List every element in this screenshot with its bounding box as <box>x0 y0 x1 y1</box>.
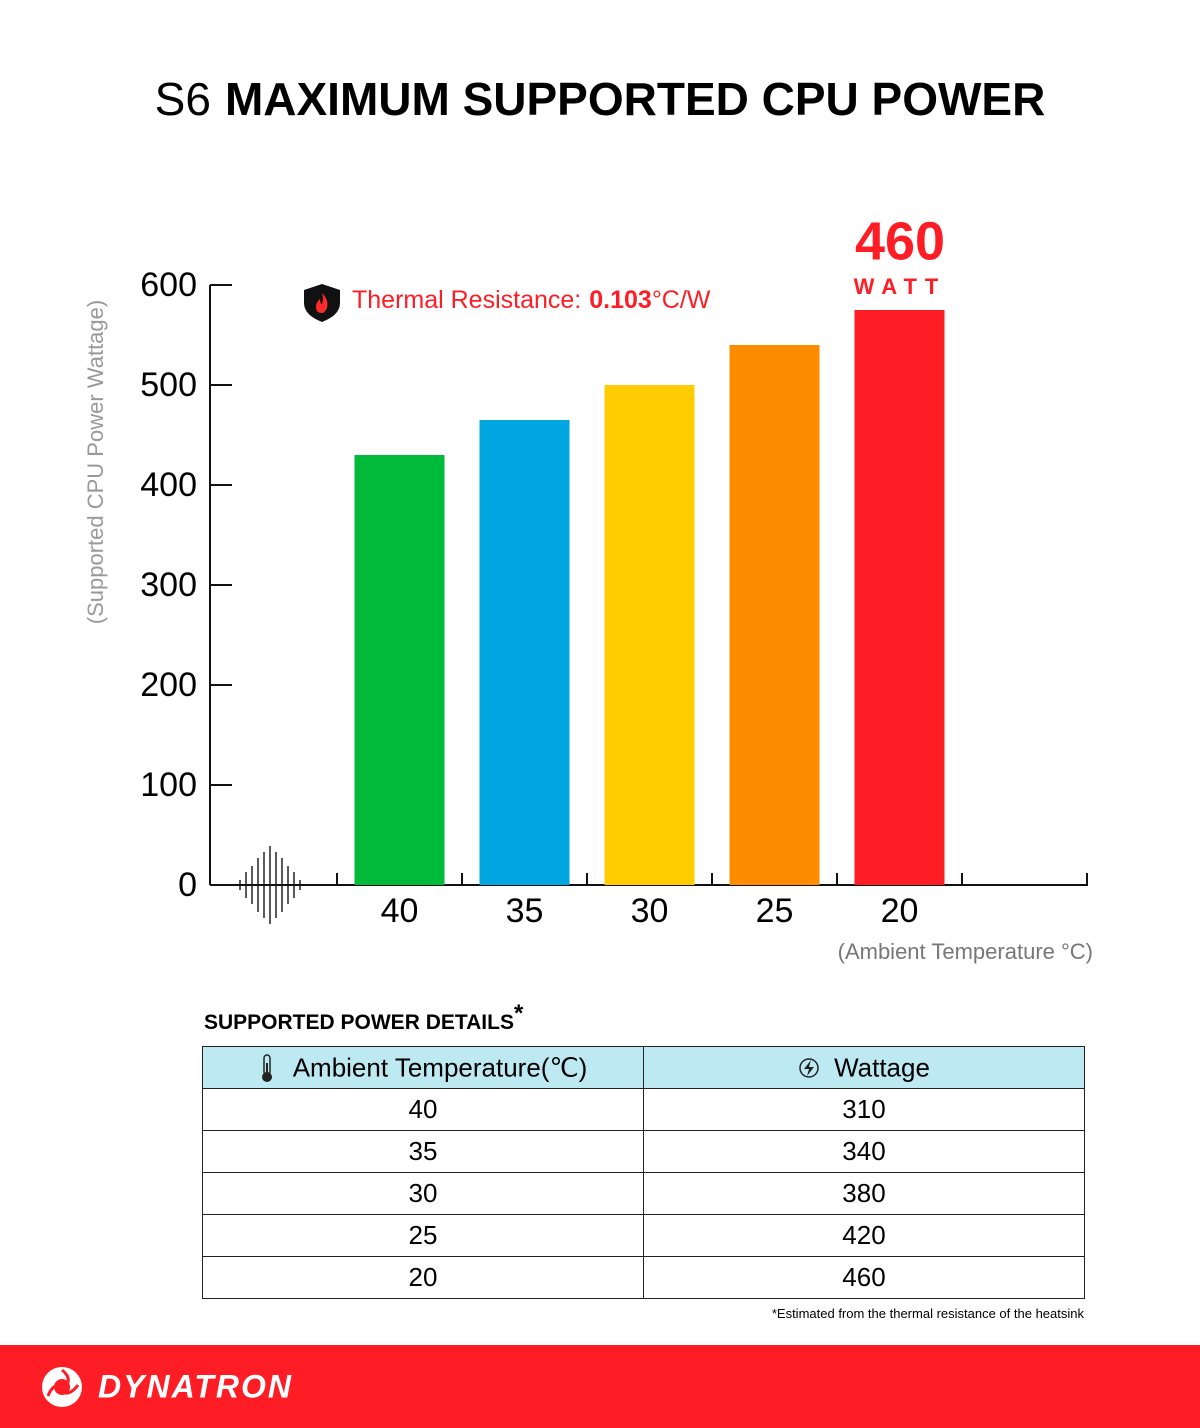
y-tick-label: 0 <box>178 866 197 904</box>
table-cell: 20 <box>202 1256 644 1299</box>
table-row: 25 420 <box>202 1214 1085 1257</box>
title-main: MAXIMUM SUPPORTED CPU POWER <box>225 73 1045 125</box>
bar <box>604 385 695 885</box>
chart-title: S6 MAXIMUM SUPPORTED CPU POWER <box>155 73 1046 125</box>
table-title: SUPPORTED POWER DETAILS* <box>204 1000 523 1035</box>
header-text: Ambient Temperature(℃) <box>292 1052 588 1083</box>
bar <box>729 345 820 885</box>
y-tick-label: 200 <box>140 666 197 704</box>
table-cell: 30 <box>202 1172 644 1215</box>
thermal-resistance: Thermal Resistance: 0.103°C/W <box>352 286 711 314</box>
annotation-value: 460 <box>855 211 945 271</box>
thermal-value: 0.103 <box>589 286 652 314</box>
brand-name: DYNATRON <box>98 1368 293 1404</box>
y-tick-label: 500 <box>140 366 197 404</box>
bar <box>479 420 570 885</box>
y-axis-label: (Supported CPU Power Wattage) <box>83 300 108 624</box>
x-tick-label: 40 <box>381 892 419 930</box>
thermal-label: Thermal Resistance: <box>352 286 581 314</box>
header-cell: Ambient Temperature(℃) <box>202 1046 644 1089</box>
x-axis-label: (Ambient Temperature °C) <box>838 939 1093 964</box>
x-tick-label: 35 <box>506 892 544 930</box>
table-cell: 35 <box>202 1130 644 1173</box>
thermometer-icon <box>261 1054 272 1083</box>
x-tick-label: 30 <box>631 892 669 930</box>
footer-band <box>0 1345 1200 1428</box>
table-title-text: SUPPORTED POWER DETAILS <box>204 1011 514 1034</box>
table-cell: 340 <box>643 1130 1085 1173</box>
y-tick-label: 300 <box>140 566 197 604</box>
x-tick-label: 20 <box>881 892 919 930</box>
annotation-unit: WATT <box>854 274 947 299</box>
table-row: 40 310 <box>202 1088 1085 1131</box>
table-cell: 460 <box>643 1256 1085 1299</box>
table-row: 20 460 <box>202 1256 1085 1299</box>
table-cell: 310 <box>643 1088 1085 1131</box>
table-row: 35 340 <box>202 1130 1085 1173</box>
header-text: Wattage <box>834 1052 930 1083</box>
table-cell: 380 <box>643 1172 1085 1215</box>
y-tick-label: 100 <box>140 766 197 804</box>
table-cell: 40 <box>202 1088 644 1131</box>
header-row: Ambient Temperature(℃) Wattage <box>202 1046 1085 1089</box>
table-title-mark: * <box>513 1000 524 1027</box>
bar <box>854 310 945 885</box>
y-tick-label: 400 <box>140 466 197 504</box>
header-cell: Wattage <box>643 1046 1085 1089</box>
bar <box>354 455 445 885</box>
brand-logo <box>42 1367 82 1407</box>
details-table: Ambient Temperature(℃) Wattage 40 310 35 340 3… <box>202 1046 1085 1299</box>
table-cell: 420 <box>643 1214 1085 1257</box>
table-row: 30 380 <box>202 1172 1085 1215</box>
power-icon <box>799 1058 819 1079</box>
y-tick-label: 600 <box>140 266 197 304</box>
title-prefix: S6 <box>155 73 211 125</box>
footnote: *Estimated from the thermal resistance o… <box>771 1306 1084 1321</box>
x-tick-label: 25 <box>756 892 794 930</box>
thermal-icon <box>304 284 340 322</box>
table-cell: 25 <box>202 1214 644 1257</box>
thermal-unit: °C/W <box>652 286 711 314</box>
